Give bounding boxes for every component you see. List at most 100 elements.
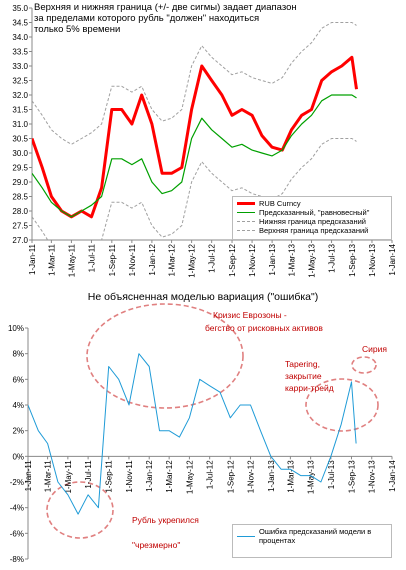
x-tick-label: 1-Jul-12 — [206, 460, 215, 489]
legend-item: Верхняя граница предсказаний — [237, 226, 387, 235]
y-tick-label: 4% — [12, 401, 24, 410]
legend-item: RUB Curncy — [237, 199, 387, 208]
annotation: "чрезмерно" — [132, 540, 180, 550]
x-tick-label: 1-Nov-11 — [128, 243, 137, 276]
x-tick-label: 1-Sep-11 — [105, 460, 114, 493]
legend-label: Ошибка предсказаний модели в процентах — [259, 527, 372, 545]
y-tick-label: 33.5 — [12, 48, 28, 57]
x-tick-label: 1-Jan-12 — [148, 243, 157, 275]
y-tick-label: 8% — [12, 350, 24, 359]
annotation-ellipse — [351, 356, 377, 374]
series-line — [32, 22, 357, 145]
x-tick-label: 1-May-13 — [307, 460, 316, 494]
legend-item: Ошибка предсказаний модели в процентах — [237, 527, 387, 545]
x-tick-label: 1-May-13 — [308, 243, 317, 277]
y-tick-label: 28.5 — [12, 193, 28, 202]
annotation: Сирия — [362, 344, 387, 354]
y-tick-label: 2% — [12, 427, 24, 436]
legend-label: RUB Curncy — [259, 199, 301, 208]
legend-swatch — [237, 230, 255, 231]
legend-item: Предсказанный, "равновесный" — [237, 208, 387, 217]
x-tick-label: 1-Jan-11 — [28, 243, 37, 275]
legend-swatch — [237, 202, 255, 205]
x-tick-label: 1-Jul-11 — [84, 460, 93, 489]
y-tick-label: 27.5 — [12, 222, 28, 231]
x-tick-label: 1-Nov-13 — [368, 460, 377, 493]
x-tick-label: 1-Jan-12 — [145, 460, 154, 492]
x-tick-label: 1-Sep-12 — [226, 460, 235, 493]
chart-title: Не объясненная моделью вариация ("ошибка… — [87, 291, 319, 303]
legend-swatch — [237, 221, 255, 222]
x-tick-label: 1-Jan-11 — [24, 460, 33, 492]
y-tick-label: 32.5 — [12, 77, 28, 86]
x-tick-label: 1-May-12 — [188, 243, 197, 277]
annotation: карри-трейд — [285, 383, 334, 393]
annotation: Рубль укрепился — [132, 515, 199, 525]
y-tick-label: 28.0 — [12, 207, 28, 216]
x-tick-label: 1-Mar-12 — [168, 243, 177, 276]
y-tick-label: 29.0 — [12, 178, 28, 187]
legend-label: Нижняя граница предсказаний — [259, 217, 366, 226]
y-tick-label: -4% — [10, 504, 24, 513]
y-tick-label: -2% — [10, 478, 24, 487]
series-line — [32, 94, 357, 218]
y-tick-label: 32.0 — [12, 91, 28, 100]
x-tick-label: 1-Jan-13 — [267, 460, 276, 492]
annotation: Tapering, — [285, 359, 320, 369]
x-tick-label: 1-Nov-13 — [368, 243, 377, 276]
annotation-ellipse — [86, 303, 244, 409]
y-tick-label: 34.0 — [12, 33, 28, 42]
legend: RUB Curncy Предсказанный, "равновесный" Ни… — [232, 196, 392, 240]
annotation: бегство от рисковных активов — [205, 323, 323, 333]
y-tick-label: 31.5 — [12, 106, 28, 115]
y-tick-label: -6% — [10, 529, 24, 538]
legend: Ошибка предсказаний модели в процентах — [232, 524, 392, 558]
legend-label: Предсказанный, "равновесный" — [259, 208, 370, 217]
chart-title: только 5% времени — [34, 24, 121, 35]
x-tick-label: 1-Jan-14 — [388, 460, 397, 492]
y-tick-label: 31.0 — [12, 120, 28, 129]
series-group — [32, 22, 358, 240]
x-tick-label: 1-Nov-12 — [248, 243, 257, 276]
x-tick-label: 1-May-12 — [185, 460, 194, 494]
x-tick-label: 1-May-11 — [64, 460, 73, 494]
x-tick-label: 1-Sep-13 — [347, 460, 356, 493]
y-tick-label: -8% — [10, 555, 24, 564]
chart-title: за пределами которого рубль "должен" нах… — [34, 13, 260, 24]
annotation-ellipse — [46, 481, 114, 539]
y-tick-label: 34.5 — [12, 19, 28, 28]
y-tick-label: 35.0 — [12, 4, 28, 13]
x-tick-label: 1-Mar-11 — [44, 460, 53, 492]
annotation-ellipse — [305, 378, 379, 432]
annotation: закрытие — [285, 371, 322, 381]
legend-item: Нижняя граница предсказаний — [237, 217, 387, 226]
legend-swatch — [237, 212, 255, 213]
x-tick-label: 1-Mar-13 — [287, 243, 296, 276]
series-group — [28, 353, 357, 515]
series-line — [32, 138, 357, 240]
x-tick-label: 1-Jul-13 — [327, 460, 336, 489]
x-tick-label: 1-Jul-13 — [328, 243, 337, 272]
y-tick-label: 30.5 — [12, 135, 28, 144]
x-tick-label: 1-Mar-11 — [47, 243, 56, 275]
x-tick-label: 1-Mar-13 — [286, 460, 295, 493]
x-tick-label: 1-Jul-11 — [87, 243, 96, 272]
y-tick-label: 0% — [12, 452, 24, 461]
x-tick-label: 1-Sep-13 — [348, 243, 357, 276]
chart-title: Верхняя и нижняя граница (+/- две сигмы)… — [34, 2, 297, 13]
x-tick-label: 1-Sep-11 — [108, 243, 117, 276]
x-tick-label: 1-Jul-12 — [208, 243, 217, 272]
x-tick-label: 1-Jan-14 — [388, 243, 397, 275]
y-tick-label: 10% — [8, 324, 24, 333]
legend-label: Верхняя граница предсказаний — [259, 226, 369, 235]
y-tick-label: 30.0 — [12, 149, 28, 158]
y-tick-label: 27.0 — [12, 236, 28, 245]
legend-swatch — [237, 535, 255, 537]
series-line — [32, 55, 358, 219]
y-tick-label: 33.0 — [12, 62, 28, 71]
x-tick-label: 1-Nov-12 — [247, 460, 256, 493]
x-tick-label: 1-Jan-13 — [268, 243, 277, 275]
annotation: Кризис Еврозоны - — [213, 310, 287, 320]
